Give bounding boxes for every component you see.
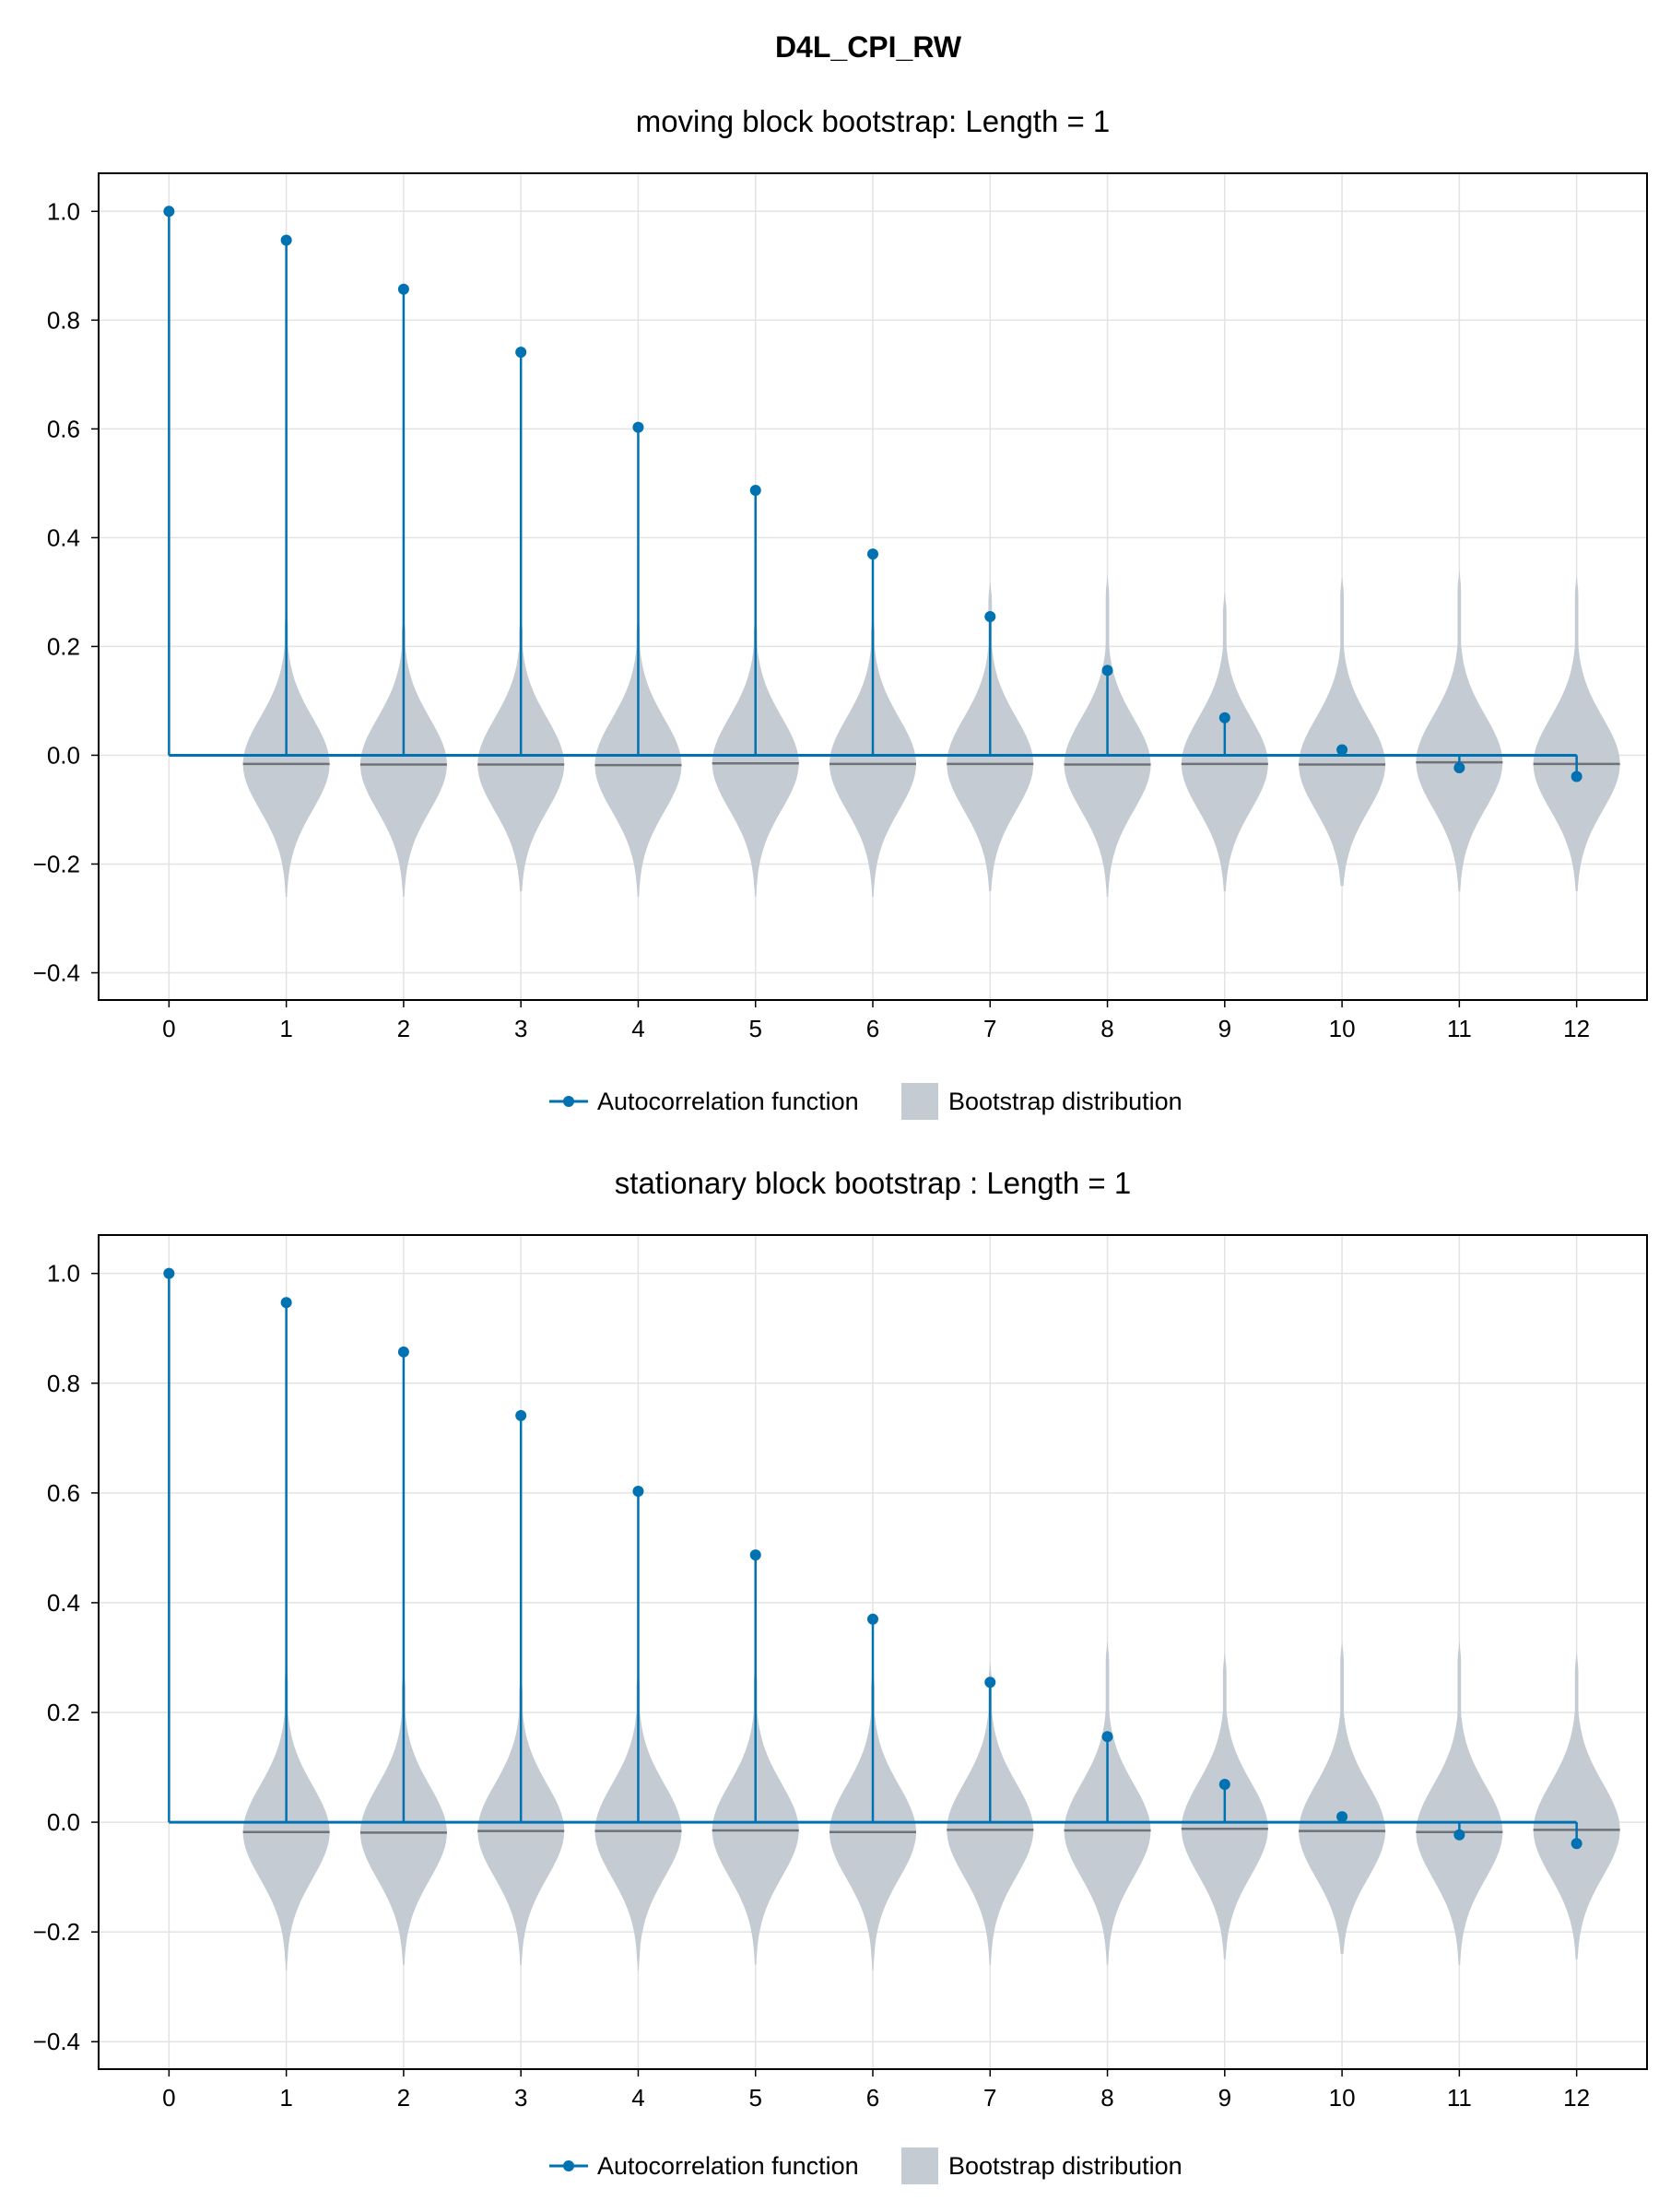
x-tick-label: 0 bbox=[162, 2084, 175, 2112]
acf-point bbox=[515, 1409, 527, 1421]
axes: 0 1 2 3 4 5 6 7 8 9 10 11 12−0.4−0.20.00.20.40.60.81… bbox=[33, 1260, 1590, 2112]
acf-point bbox=[749, 485, 761, 497]
acf-point bbox=[397, 1346, 409, 1358]
x-tick-label: 7 bbox=[983, 1015, 996, 1042]
x-tick-label: 5 bbox=[748, 1015, 761, 1042]
x-tick-label: 3 bbox=[514, 2084, 527, 2112]
acf-point bbox=[163, 206, 175, 218]
y-tick-label: −0.2 bbox=[33, 1918, 80, 1946]
x-tick-label: 0 bbox=[162, 1015, 175, 1042]
acf-point bbox=[984, 1677, 996, 1688]
bootstrap-violin bbox=[1416, 570, 1503, 891]
x-tick-label: 12 bbox=[1563, 1015, 1590, 1042]
x-tick-label: 11 bbox=[1447, 1015, 1472, 1042]
y-tick-label: 0.8 bbox=[47, 1370, 80, 1397]
acf-point bbox=[1218, 1778, 1230, 1790]
chart-panel: moving block bootstrap: Length = 10 1 2 3 4 5… bbox=[33, 104, 1648, 1120]
acf-point bbox=[632, 1486, 644, 1498]
acf-point bbox=[280, 234, 292, 246]
chart-title: stationary block bootstrap : Length = 1 bbox=[615, 1166, 1131, 1200]
y-tick-label: 0.6 bbox=[47, 1479, 80, 1507]
acf-point bbox=[984, 610, 996, 622]
acf-point bbox=[867, 548, 878, 560]
x-tick-label: 2 bbox=[397, 1015, 410, 1042]
acf-point bbox=[1101, 1731, 1113, 1743]
acf-point bbox=[1453, 762, 1465, 774]
bootstrap-violin bbox=[1533, 575, 1620, 891]
y-tick-label: 1.0 bbox=[47, 1260, 80, 1288]
x-tick-label: 5 bbox=[748, 2084, 761, 2112]
x-tick-label: 1 bbox=[279, 2084, 292, 2112]
y-tick-label: 0.0 bbox=[47, 741, 80, 769]
legend: Autocorrelation function Bootstrap distri… bbox=[549, 2147, 1182, 2184]
legend-acf-label: Autocorrelation function bbox=[597, 2152, 859, 2180]
x-tick-label: 9 bbox=[1218, 2084, 1231, 2112]
legend-acf-marker-icon bbox=[563, 1096, 574, 1107]
acf-point bbox=[749, 1549, 761, 1561]
x-tick-label: 7 bbox=[983, 2084, 996, 2112]
x-tick-label: 1 bbox=[279, 1015, 292, 1042]
acf-series bbox=[163, 206, 1583, 782]
bootstrap-violin bbox=[1299, 1641, 1386, 1954]
x-tick-label: 10 bbox=[1329, 2084, 1356, 2112]
y-tick-label: 0.0 bbox=[47, 1808, 80, 1836]
bootstrap-violin bbox=[1299, 575, 1386, 887]
acf-point bbox=[163, 1267, 175, 1279]
chart-panels: moving block bootstrap: Length = 10 1 2 3 4 5… bbox=[33, 104, 1648, 2184]
x-tick-label: 10 bbox=[1329, 1015, 1356, 1042]
acf-point bbox=[867, 1613, 878, 1625]
y-tick-label: 0.2 bbox=[47, 1699, 80, 1726]
x-tick-label: 6 bbox=[866, 1015, 879, 1042]
x-tick-label: 4 bbox=[631, 2084, 644, 2112]
y-tick-label: 0.8 bbox=[47, 306, 80, 334]
acf-point bbox=[1101, 665, 1113, 677]
legend-bootstrap-label: Bootstrap distribution bbox=[948, 1088, 1182, 1115]
y-tick-label: 0.4 bbox=[47, 1589, 80, 1617]
bootstrap-violin bbox=[1416, 1641, 1503, 1965]
x-tick-label: 8 bbox=[1100, 2084, 1113, 2112]
acf-point bbox=[280, 1297, 292, 1309]
figure-title: D4L_CPI_RW bbox=[775, 30, 962, 64]
legend-acf-label: Autocorrelation function bbox=[597, 1088, 859, 1115]
bootstrap-violin bbox=[1533, 1652, 1620, 1959]
y-tick-label: −0.4 bbox=[33, 959, 80, 986]
acf-point bbox=[1571, 1838, 1583, 1850]
legend-bootstrap-label: Bootstrap distribution bbox=[948, 2152, 1182, 2180]
x-tick-label: 11 bbox=[1447, 2084, 1472, 2112]
legend-bootstrap-swatch-icon bbox=[901, 2147, 938, 2184]
acf-point bbox=[1571, 771, 1583, 782]
chart-panel: stationary block bootstrap : Length = 1 0… bbox=[33, 1166, 1648, 2184]
x-tick-label: 8 bbox=[1100, 1015, 1113, 1042]
chart-title: moving block bootstrap: Length = 1 bbox=[636, 104, 1111, 138]
y-tick-label: 0.6 bbox=[47, 415, 80, 442]
x-tick-label: 9 bbox=[1218, 1015, 1231, 1042]
legend-bootstrap-swatch-icon bbox=[901, 1083, 938, 1120]
x-tick-label: 6 bbox=[866, 2084, 879, 2112]
acf-point bbox=[632, 421, 644, 433]
x-tick-label: 12 bbox=[1563, 2084, 1590, 2112]
legend-acf-marker-icon bbox=[563, 2160, 574, 2171]
y-tick-label: 0.4 bbox=[47, 524, 80, 551]
x-tick-label: 2 bbox=[397, 2084, 410, 2112]
acf-point bbox=[1336, 744, 1348, 756]
axes: 0 1 2 3 4 5 6 7 8 9 10 11 12−0.4−0.20.00.20.40.60.81… bbox=[33, 197, 1590, 1042]
y-tick-label: −0.2 bbox=[33, 850, 80, 877]
x-tick-label: 4 bbox=[631, 1015, 644, 1042]
legend: Autocorrelation function Bootstrap distri… bbox=[549, 1083, 1182, 1120]
y-tick-label: 1.0 bbox=[47, 197, 80, 225]
y-tick-label: −0.4 bbox=[33, 2028, 80, 2055]
acf-point bbox=[515, 347, 527, 359]
y-tick-label: 0.2 bbox=[47, 632, 80, 660]
acf-series bbox=[163, 1267, 1583, 1850]
acf-point bbox=[1218, 712, 1230, 724]
acf-point bbox=[1336, 1811, 1348, 1823]
x-tick-label: 3 bbox=[514, 1015, 527, 1042]
acf-point bbox=[1453, 1829, 1465, 1841]
acf-point bbox=[397, 283, 409, 295]
